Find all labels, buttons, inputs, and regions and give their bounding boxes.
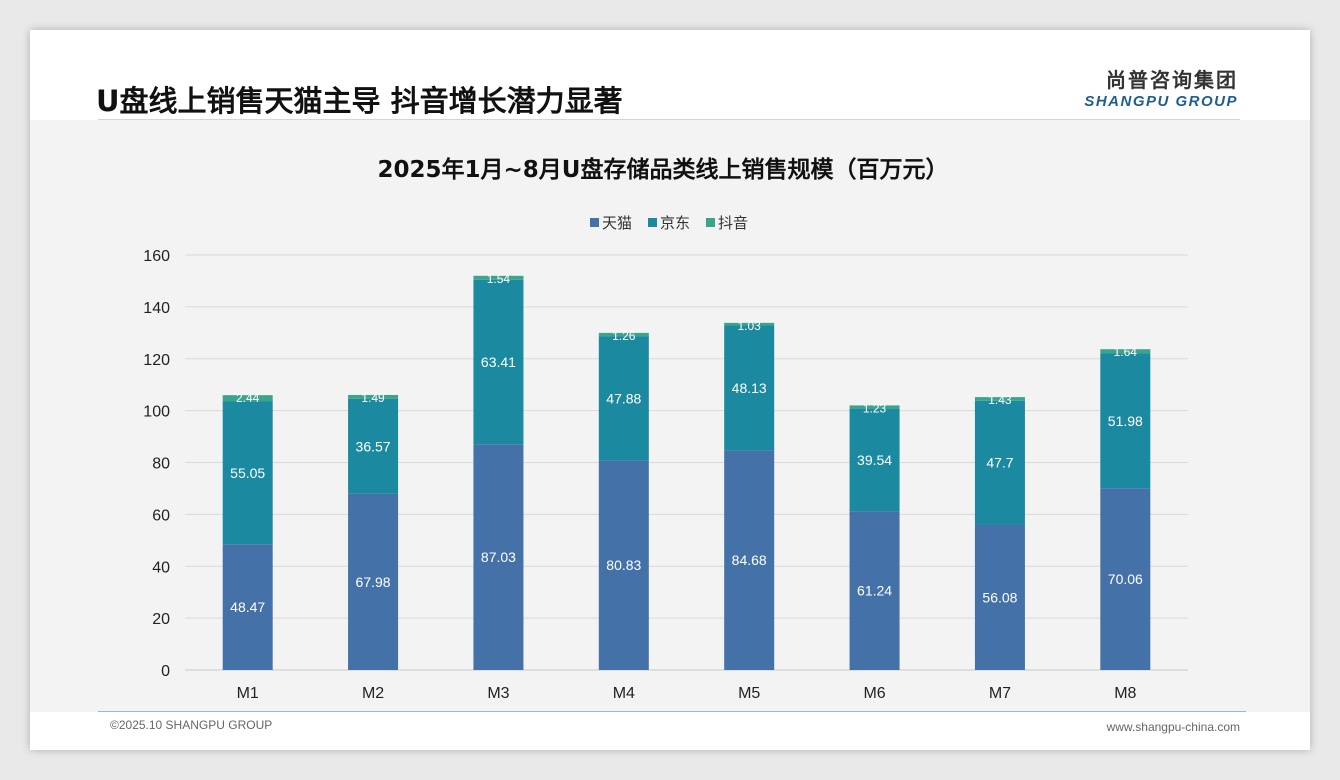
bar-M1-天猫 <box>222 544 273 670</box>
y-tick-label: 40 <box>152 559 170 576</box>
data-label: 48.13 <box>732 380 767 396</box>
legend-swatch <box>706 218 715 227</box>
data-label: 1.64 <box>1114 345 1138 359</box>
data-label: 55.05 <box>230 465 265 481</box>
data-label: 47.7 <box>986 455 1013 471</box>
data-label: 61.24 <box>857 583 892 599</box>
x-tick-label: M4 <box>613 685 635 702</box>
y-tick-label: 160 <box>143 248 170 265</box>
bar-M5-京东 <box>724 325 775 451</box>
bar-M6-京东 <box>849 408 900 512</box>
data-label: 2.44 <box>236 391 260 405</box>
y-tick-label: 120 <box>143 352 170 369</box>
data-label: 36.57 <box>356 438 391 454</box>
x-tick-label: M7 <box>989 685 1011 702</box>
x-tick-label: M5 <box>738 685 760 702</box>
y-tick-label: 60 <box>152 507 170 524</box>
bar-M6-抖音 <box>849 405 900 409</box>
data-label: 70.06 <box>1108 571 1143 587</box>
legend-label: 天猫 <box>602 214 632 232</box>
x-tick-label: M1 <box>237 685 259 702</box>
x-tick-label: M3 <box>487 685 509 702</box>
data-label: 48.47 <box>230 599 265 615</box>
legend-label: 京东 <box>660 214 690 232</box>
footer-copyright: ©2025.10 SHANGPU GROUP <box>110 718 273 732</box>
x-tick-label: M2 <box>362 685 384 702</box>
bar-M1-抖音 <box>222 395 273 402</box>
bar-M2-京东 <box>348 398 399 494</box>
bar-M6-天猫 <box>849 511 900 670</box>
footer-divider <box>98 711 1246 712</box>
bar-M2-抖音 <box>348 394 399 399</box>
data-label: 47.88 <box>606 390 641 406</box>
legend-label: 抖音 <box>718 214 748 232</box>
data-label: 56.08 <box>982 589 1017 605</box>
data-label: 1.54 <box>487 272 511 286</box>
chart-title: 2025年1月~8月U盘存储品类线上销售规模（百万元） <box>378 156 949 183</box>
bar-M3-京东 <box>473 279 524 445</box>
bar-M7-天猫 <box>974 524 1025 670</box>
data-label: 63.41 <box>481 354 516 370</box>
data-label: 39.54 <box>857 452 892 468</box>
footer-website: www.shangpu-china.com <box>1106 720 1240 734</box>
title-divider <box>98 119 1240 120</box>
y-tick-label: 100 <box>143 404 170 421</box>
y-tick-label: 20 <box>152 611 170 628</box>
bar-M2-天猫 <box>348 493 399 670</box>
bar-M4-天猫 <box>598 460 649 670</box>
logo: 尚普咨询集团 SHANGPU GROUP <box>1084 64 1238 110</box>
data-label: 1.26 <box>612 329 636 343</box>
x-tick-label: M6 <box>863 685 885 702</box>
data-label: 80.83 <box>606 557 641 573</box>
data-label: 67.98 <box>356 574 391 590</box>
y-tick-label: 0 <box>161 663 170 680</box>
data-label: 1.23 <box>863 401 887 415</box>
bar-M7-京东 <box>974 400 1025 525</box>
data-label: 1.43 <box>988 393 1012 407</box>
y-tick-label: 140 <box>143 300 170 317</box>
page-title: U盘线上销售天猫主导 抖音增长潜力显著 <box>96 84 623 118</box>
data-label: 1.49 <box>361 391 385 405</box>
data-label: 51.98 <box>1108 413 1143 429</box>
x-tick-label: M8 <box>1114 685 1136 702</box>
bar-M7-抖音 <box>974 397 1025 401</box>
bar-M1-京东 <box>222 401 273 545</box>
data-label: 87.03 <box>481 549 516 565</box>
bar-M3-天猫 <box>473 444 524 670</box>
bar-M3-抖音 <box>473 275 524 280</box>
logo-en: SHANGPU GROUP <box>1084 93 1238 110</box>
y-tick-label: 80 <box>152 456 170 473</box>
bar-M5-抖音 <box>724 322 775 326</box>
bar-M4-京东 <box>598 336 649 461</box>
bar-M8-天猫 <box>1100 488 1151 670</box>
bar-M8-抖音 <box>1100 349 1151 354</box>
legend-swatch <box>590 218 599 227</box>
data-label: 84.68 <box>732 552 767 568</box>
logo-cn: 尚普咨询集团 <box>1106 68 1238 92</box>
bar-M5-天猫 <box>724 450 775 670</box>
data-label: 1.03 <box>738 319 762 333</box>
bar-M8-京东 <box>1100 353 1151 489</box>
bar-M4-抖音 <box>598 332 649 337</box>
legend-swatch <box>648 218 657 227</box>
